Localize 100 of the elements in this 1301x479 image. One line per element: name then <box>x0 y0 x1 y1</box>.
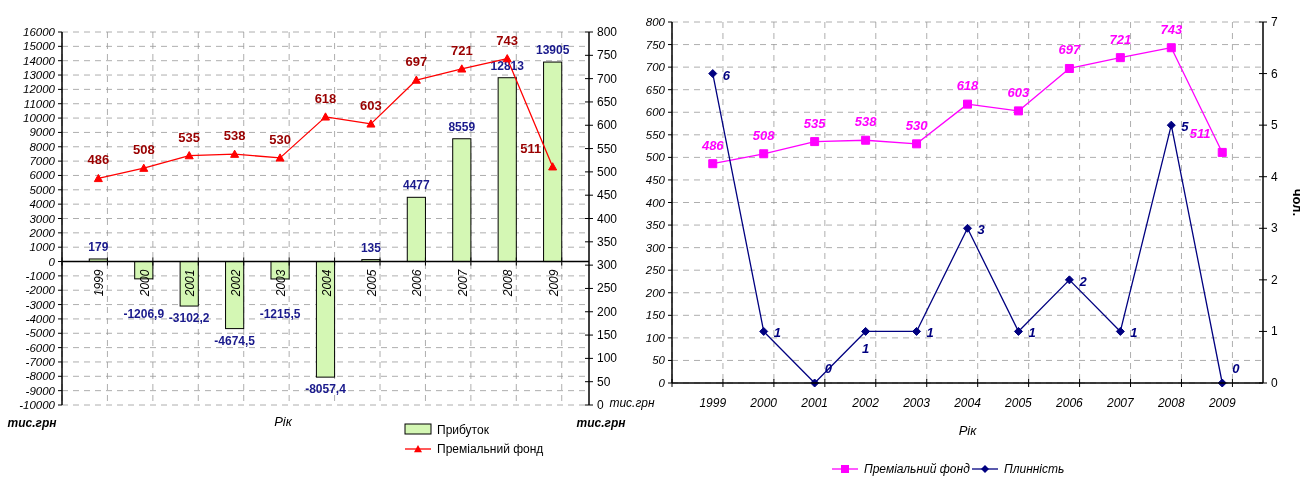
legend-label: Плинність <box>1004 462 1065 476</box>
data-label: 530 <box>905 117 929 133</box>
x-tick-label: 2009 <box>1207 396 1236 410</box>
x-tick-label: 2000 <box>137 269 152 298</box>
y-tick-label: 600 <box>645 106 666 119</box>
y-tick-label: -3000 <box>25 298 56 311</box>
y-tick-label: 500 <box>645 151 666 164</box>
y-tick-label: 11000 <box>23 97 56 110</box>
x-tick-label: 2005 <box>1004 396 1033 410</box>
y-tick-label: 650 <box>645 83 666 96</box>
y-tick-label: -1000 <box>25 269 56 282</box>
x-tick-label: 1999 <box>92 269 107 297</box>
legend-label: Преміальний фонд <box>437 442 544 456</box>
y2-tick-label: 350 <box>597 234 618 249</box>
data-label: 618 <box>956 78 980 94</box>
x-tick-label: 2001 <box>183 269 198 298</box>
y-tick-label: 250 <box>644 264 666 277</box>
y2-tick-label: 50 <box>597 374 611 389</box>
x-tick-label: 2003 <box>274 269 289 298</box>
x-tick-label: 2007 <box>1105 396 1136 410</box>
data-label: 179 <box>88 239 109 254</box>
data-label: 721 <box>450 42 473 58</box>
data-label: -3102,2 <box>168 311 210 326</box>
data-label: 530 <box>269 131 291 147</box>
data-label: 697 <box>405 54 428 70</box>
y-tick-label: 2000 <box>28 226 56 239</box>
x-tick-label: 2002 <box>851 396 880 410</box>
x-tick-label: 2004 <box>953 396 982 410</box>
data-label: 535 <box>803 115 827 131</box>
data-label: 13905 <box>535 43 570 58</box>
y-tick-label: 4000 <box>29 198 56 211</box>
y-tick-label: 700 <box>645 61 666 74</box>
y2-axis-title: тис.грн <box>576 416 627 430</box>
x-tick-label: 2005 <box>364 269 379 298</box>
y2-axis-title: чол. <box>1290 188 1301 217</box>
y-tick-label: 450 <box>645 173 666 186</box>
y-tick-label: 16000 <box>23 26 56 38</box>
y2-tick-label: 450 <box>597 188 618 203</box>
y2-tick-label: 1 <box>1271 324 1278 339</box>
y2-tick-label: 5 <box>1271 118 1278 133</box>
y-tick-label: 15000 <box>23 40 56 53</box>
data-label: 697 <box>1058 42 1082 58</box>
data-label: 743 <box>496 32 519 48</box>
data-label: 618 <box>314 90 337 106</box>
y-tick-label: 300 <box>645 241 666 254</box>
x-axis-title: Рік <box>274 414 293 429</box>
y-tick-label: 1000 <box>29 241 56 254</box>
data-label: 0 <box>1232 361 1241 376</box>
y-tick-label: 9000 <box>29 126 56 139</box>
data-label: -4674,5 <box>214 333 256 348</box>
y2-tick-label: 150 <box>597 328 618 343</box>
y2-tick-label: 2 <box>1271 272 1278 287</box>
y2-tick-label: 750 <box>597 48 618 63</box>
data-label: 508 <box>752 127 776 143</box>
x-tick-label: 2003 <box>902 396 931 410</box>
y-tick-label: -8000 <box>25 370 56 383</box>
data-label: 5 <box>1181 119 1190 135</box>
y-tick-label: 550 <box>645 128 666 141</box>
x-tick-label: 2009 <box>546 269 561 298</box>
y-tick-label: 8000 <box>29 140 56 153</box>
data-label: -1215,5 <box>259 306 301 321</box>
data-label: 1 <box>1130 325 1138 341</box>
legend-label: Прибуток <box>437 423 490 437</box>
y-axis-title: тис.грн <box>609 396 655 410</box>
y2-tick-label: 550 <box>597 141 618 156</box>
y-tick-label: 12000 <box>23 83 56 96</box>
data-label: 743 <box>1160 21 1183 37</box>
y2-tick-label: 200 <box>597 304 618 319</box>
data-label: 511 <box>520 140 542 156</box>
y2-tick-label: 300 <box>597 258 618 273</box>
x-tick-label: 2004 <box>319 269 334 298</box>
y-tick-label: 3000 <box>29 212 56 225</box>
y2-tick-label: 4 <box>1271 169 1278 184</box>
y2-tick-label: 100 <box>597 351 618 366</box>
y2-tick-label: 7 <box>1271 15 1278 29</box>
y-tick-label: 5000 <box>29 183 56 196</box>
y-tick-label: -5000 <box>25 327 56 340</box>
y2-tick-label: 650 <box>597 94 618 109</box>
x-tick-label: 2008 <box>1156 396 1185 410</box>
data-label: 511 <box>1189 126 1211 142</box>
data-label: 2 <box>1078 273 1088 289</box>
data-label: 4477 <box>403 178 431 193</box>
data-label: 538 <box>854 114 878 130</box>
y-tick-label: 800 <box>645 16 666 28</box>
x-axis-title: Рік <box>958 423 978 438</box>
x-tick-label: 2006 <box>410 269 425 298</box>
data-label: 1 <box>773 325 781 341</box>
y2-tick-label: 400 <box>597 211 618 226</box>
y-axis-title: тис.грн <box>7 416 58 430</box>
y-tick-label: 50 <box>652 354 666 367</box>
data-label: 3 <box>977 222 986 238</box>
data-label: 508 <box>132 142 155 158</box>
x-tick-label: 2001 <box>800 396 829 410</box>
y2-tick-label: 500 <box>597 164 618 179</box>
data-label: -1206,9 <box>123 306 165 321</box>
data-label: 721 <box>1109 31 1132 47</box>
x-tick-label: 2007 <box>455 268 470 298</box>
y2-tick-label: 800 <box>597 25 618 39</box>
data-label: 1 <box>926 325 934 341</box>
x-tick-label: 2008 <box>501 269 516 298</box>
